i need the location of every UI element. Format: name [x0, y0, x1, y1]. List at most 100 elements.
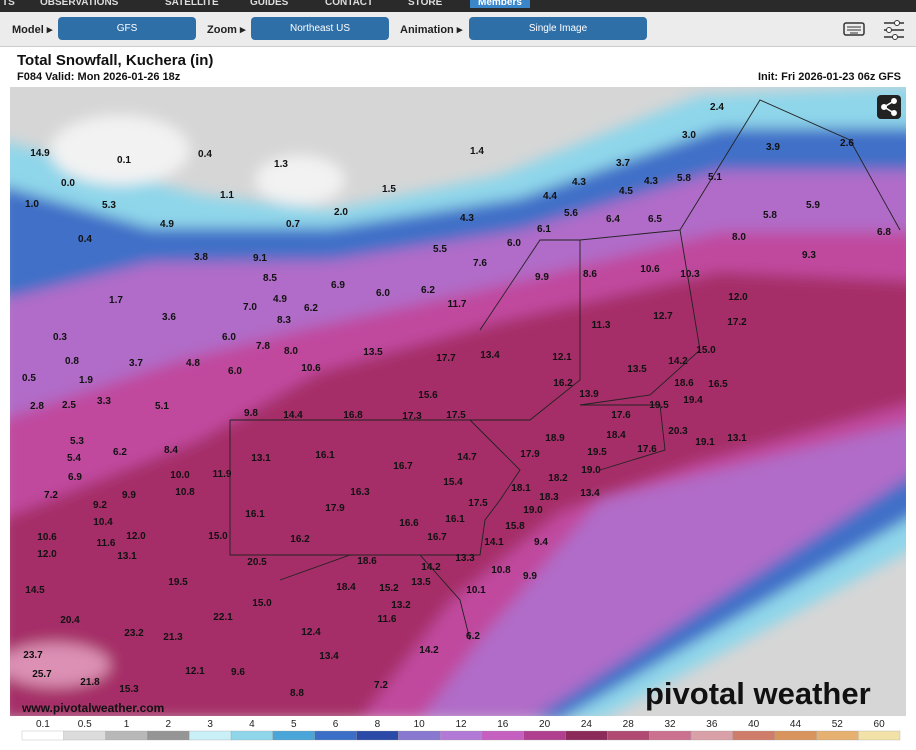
snowfall-label: 2.5 [62, 400, 76, 411]
snowfall-label: 7.2 [44, 490, 58, 501]
snowfall-label: 20.4 [60, 615, 80, 626]
snowfall-label: 18.1 [511, 483, 531, 494]
snowfall-label: 4.5 [619, 186, 633, 197]
snowfall-label: 17.9 [325, 503, 345, 514]
snowfall-label: 15.0 [696, 345, 716, 356]
snowfall-label: 6.4 [606, 214, 620, 225]
snowfall-label: 19.0 [581, 465, 601, 476]
snowfall-label: 0.4 [78, 234, 92, 245]
snowfall-labels: 14.9 0.1 0.4 1.3 1.4 2.4 3.0 3.9 2.6 3.7 4.3 5.8 5.1… [22, 102, 891, 699]
snowfall-label: 10.6 [640, 264, 660, 275]
snowfall-label: 13.1 [251, 453, 271, 464]
nav-item[interactable]: TS [2, 0, 15, 8]
snowfall-label: 19.4 [683, 395, 703, 406]
snowfall-label: 4.3 [644, 176, 658, 187]
share-button[interactable] [877, 95, 901, 119]
snowfall-label: 17.5 [468, 498, 488, 509]
snowfall-label: 17.6 [611, 410, 631, 421]
snowfall-label: 1.5 [382, 184, 396, 195]
nav-item[interactable]: OBSERVATIONS [40, 0, 119, 8]
nav-item[interactable]: Members [470, 0, 530, 8]
nav-item[interactable]: SATELLITE [165, 0, 219, 8]
keyboard-icon[interactable] [843, 21, 867, 37]
settings-icon[interactable] [882, 19, 906, 41]
snowfall-label: 14.2 [421, 562, 441, 573]
colorbar-tick-label: 8 [375, 719, 381, 730]
snowfall-label: 3.7 [129, 358, 143, 369]
snowfall-label: 9.9 [523, 571, 537, 582]
snowfall-label: 4.9 [160, 219, 174, 230]
snowfall-label: 12.1 [552, 352, 572, 363]
snowfall-label: 7.0 [243, 302, 257, 313]
colorbar-tick-label: 12 [455, 719, 467, 730]
animation-select[interactable]: Single Image [469, 17, 647, 40]
snowfall-label: 11.9 [213, 469, 232, 480]
label: Model ▸ [12, 24, 53, 36]
colorbar-swatch [147, 730, 190, 741]
snowfall-label: 5.4 [67, 453, 81, 464]
snowfall-label: 10.6 [37, 532, 57, 543]
colorbar-swatch [607, 730, 650, 741]
snowfall-label: 17.6 [637, 444, 657, 455]
colorbar-swatch [690, 730, 733, 741]
colorbar-tick-label: 44 [790, 719, 802, 730]
snowfall-label: 4.8 [186, 358, 200, 369]
snowfall-label: 5.1 [708, 172, 722, 183]
snowfall-label: 7.2 [374, 680, 388, 691]
snowfall-label: 14.1 [484, 537, 504, 548]
snowfall-label: 15.2 [379, 583, 399, 594]
snowfall-label: 18.4 [336, 582, 356, 593]
colorbar-swatch [816, 730, 859, 741]
snowfall-label: 18.6 [674, 378, 694, 389]
snowfall-label: 25.7 [32, 669, 52, 680]
snowfall-label: 14.7 [457, 452, 477, 463]
snowfall-label: 3.9 [766, 142, 780, 153]
snowfall-label: 6.0 [507, 238, 521, 249]
nav-item[interactable]: GUIDES [250, 0, 289, 8]
snowfall-label: 6.0 [222, 332, 236, 343]
snowfall-label: 1.7 [109, 295, 123, 306]
snowfall-label: 2.0 [334, 207, 348, 218]
model-select[interactable]: GFS [58, 17, 196, 40]
snowfall-label: 18.9 [545, 433, 565, 444]
snowfall-label: 1.4 [470, 146, 484, 157]
snowfall-label: 3.0 [682, 130, 696, 141]
label: Zoom ▸ [207, 24, 246, 36]
colorbar-swatch [648, 730, 692, 741]
snowfall-label: 16.5 [708, 379, 728, 390]
snowfall-label: 13.4 [580, 488, 600, 499]
colorbar-tick-label: 5 [291, 719, 297, 730]
colorbar-tick-label: 2 [166, 719, 172, 730]
snowfall-label: 15.8 [505, 521, 525, 532]
snowfall-label: 13.1 [117, 551, 137, 562]
snowfall-label: 2.6 [840, 138, 854, 149]
snowfall-label: 8.3 [277, 315, 291, 326]
snowfall-label: 17.3 [402, 411, 422, 422]
snowfall-label: 3.3 [97, 396, 111, 407]
snowfall-label: 8.6 [583, 269, 597, 280]
snowfall-label: 4.3 [460, 213, 474, 224]
nav-item[interactable]: STORE [408, 0, 443, 8]
colorbar-swatch [774, 730, 817, 741]
snowfall-label: 19.1 [695, 437, 715, 448]
snowfall-label: 1.3 [274, 159, 288, 170]
zoom-select[interactable]: Northeast US [251, 17, 389, 40]
snowfall-label: 16.2 [553, 378, 573, 389]
colorbar-tick-label: 40 [748, 719, 760, 730]
colorbar-swatch [105, 730, 148, 741]
snowfall-label: 5.3 [70, 436, 84, 447]
init-time: Init: Fri 2026-01-23 06z GFS [757, 71, 901, 83]
nav-item[interactable]: CONTACT [325, 0, 374, 8]
snowfall-label: 9.9 [535, 272, 549, 283]
snowfall-label: 15.3 [119, 684, 139, 695]
snowfall-label: 19.0 [523, 505, 543, 516]
watermark: www.pivotalweather.com [21, 701, 164, 715]
snowfall-label: 5.9 [806, 200, 820, 211]
colorbar-tick-label: 16 [497, 719, 509, 730]
snowfall-label: 13.9 [579, 389, 599, 400]
colorbar-tick-label: 20 [539, 719, 551, 730]
snowfall-label: 21.3 [163, 632, 183, 643]
colorbar-swatch [481, 730, 524, 741]
